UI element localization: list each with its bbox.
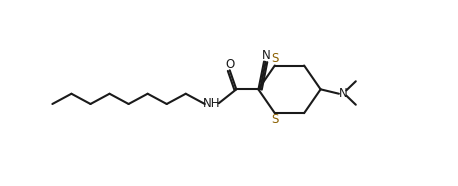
- Text: N: N: [339, 86, 348, 100]
- Text: O: O: [225, 57, 234, 70]
- Text: N: N: [262, 49, 271, 62]
- Text: S: S: [271, 52, 278, 65]
- Text: NH: NH: [202, 97, 220, 110]
- Text: S: S: [271, 113, 278, 126]
